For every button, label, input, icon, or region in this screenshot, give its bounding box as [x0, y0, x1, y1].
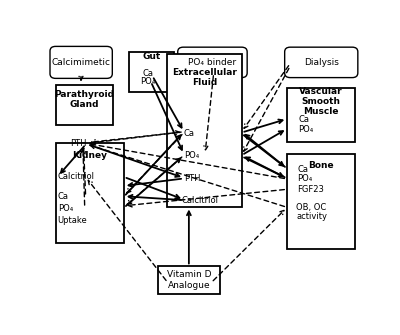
Text: Ca: Ca	[299, 115, 310, 124]
Text: PO₄: PO₄	[297, 175, 313, 184]
FancyBboxPatch shape	[287, 88, 355, 142]
Text: PO₄ binder: PO₄ binder	[188, 58, 236, 67]
Text: Uptake: Uptake	[58, 216, 88, 225]
Text: Ca: Ca	[58, 192, 69, 201]
FancyBboxPatch shape	[287, 154, 355, 249]
Text: Calcitriol: Calcitriol	[58, 173, 95, 182]
Text: Dialysis: Dialysis	[304, 58, 339, 67]
FancyBboxPatch shape	[285, 47, 358, 78]
Text: Vitamin D
Analogue: Vitamin D Analogue	[167, 270, 211, 290]
Text: Ca: Ca	[184, 129, 195, 138]
Text: Ca: Ca	[142, 69, 153, 78]
Text: Vascular
Smooth
Muscle: Vascular Smooth Muscle	[300, 86, 343, 116]
Text: Parathyroid
Gland: Parathyroid Gland	[54, 90, 114, 109]
Text: PO₄: PO₄	[140, 77, 156, 86]
Text: Extracellular
Fluid: Extracellular Fluid	[172, 68, 237, 87]
Text: Calcimimetic: Calcimimetic	[52, 58, 111, 67]
Text: FGF23: FGF23	[297, 185, 324, 194]
Text: PO₄: PO₄	[58, 204, 73, 213]
FancyBboxPatch shape	[56, 143, 124, 243]
FancyBboxPatch shape	[178, 47, 247, 78]
FancyBboxPatch shape	[50, 46, 112, 78]
Text: PO₄: PO₄	[184, 151, 199, 160]
FancyBboxPatch shape	[129, 52, 174, 92]
Text: Ca: Ca	[297, 165, 308, 174]
Text: PTH: PTH	[70, 139, 87, 148]
Text: Kidney: Kidney	[72, 151, 107, 160]
FancyBboxPatch shape	[158, 266, 220, 293]
Text: OB, OC: OB, OC	[296, 203, 327, 212]
Text: activity: activity	[296, 212, 328, 221]
Text: Bone: Bone	[308, 161, 334, 170]
FancyBboxPatch shape	[167, 54, 242, 207]
Text: PTH: PTH	[184, 175, 200, 184]
Text: PO₄: PO₄	[299, 125, 314, 134]
Text: Gut: Gut	[142, 52, 161, 61]
FancyBboxPatch shape	[56, 85, 113, 125]
Text: Calcitriol: Calcitriol	[182, 196, 219, 205]
